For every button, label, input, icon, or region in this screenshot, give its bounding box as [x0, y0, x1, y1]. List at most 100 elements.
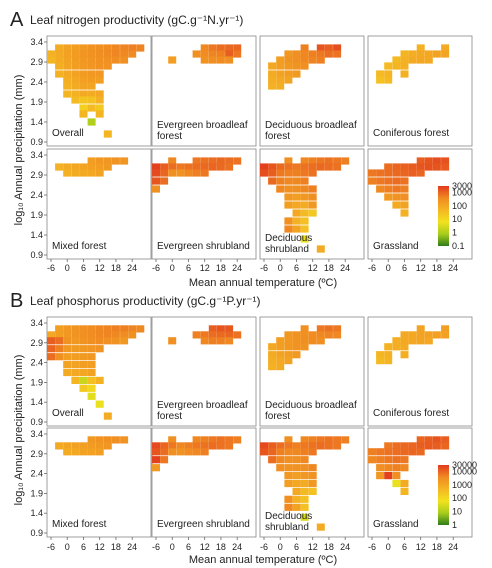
heatmap-cell	[87, 90, 96, 98]
heatmap-cell	[71, 96, 80, 104]
heatmap-cell	[308, 487, 317, 495]
heatmap-cell	[284, 479, 293, 488]
heatmap-cell	[376, 472, 385, 480]
heatmap-cell	[276, 169, 285, 177]
x-tick-label: -6	[260, 542, 268, 552]
heatmap-cell	[424, 157, 433, 165]
heatmap-cell	[292, 503, 301, 511]
heatmap-cell	[47, 331, 55, 339]
heatmap-cell	[308, 448, 317, 456]
heatmap-cell	[392, 185, 401, 193]
heatmap-cell	[400, 479, 409, 488]
heatmap-cell	[95, 62, 104, 70]
x-tick-label: -6	[152, 542, 160, 552]
heatmap-cell	[87, 448, 96, 456]
y-tick-label: 2.4	[30, 190, 43, 200]
x-tick-label: 12	[308, 542, 318, 552]
heatmap-cell	[260, 448, 268, 456]
subplot-frame	[46, 148, 152, 260]
heatmap-cell	[292, 56, 301, 64]
subplot-label: Evergreen shrubland	[157, 241, 250, 252]
heatmap-cell	[400, 337, 409, 345]
heatmap-cell	[103, 62, 112, 70]
heatmap-cell	[408, 50, 417, 58]
heatmap-cell	[87, 70, 96, 78]
x-tick-label: 6	[81, 542, 86, 552]
heatmap-cell	[168, 442, 177, 450]
heatmap-cell	[63, 353, 72, 361]
heatmap-cell	[416, 436, 425, 444]
heatmap-cell	[103, 337, 112, 345]
heatmap-cell	[400, 351, 409, 359]
colorbar-tick-label: 1	[452, 520, 457, 530]
heatmap-cell	[284, 357, 293, 365]
heatmap-cell	[208, 337, 217, 345]
subplot-label: Coniferous forest	[373, 128, 449, 139]
heatmap-cell	[95, 448, 104, 456]
heatmap-cell	[87, 392, 96, 400]
heatmap-cell	[284, 62, 293, 70]
subplot-frame	[367, 35, 473, 147]
x-tick-label: 24	[232, 542, 242, 552]
panel-b-letter: B	[10, 290, 23, 312]
heatmap-cell	[152, 448, 160, 456]
heatmap-cell	[225, 56, 234, 64]
heatmap-cell	[284, 217, 293, 225]
heatmap-cell	[384, 76, 393, 84]
subplot: Coniferous forest	[367, 35, 473, 147]
heatmap-cell	[376, 185, 385, 193]
panel-b-title: Leaf phosphorus productivity (gC.g⁻¹P.yr…	[30, 294, 261, 308]
heatmap-cell	[416, 44, 425, 52]
heatmap-cell	[95, 50, 104, 58]
heatmap-cell	[300, 337, 309, 345]
y-tick-label: 1.4	[30, 508, 43, 518]
heatmap-cell	[168, 56, 177, 64]
x-tick-label: 6	[81, 263, 86, 273]
heatmap-cell	[71, 90, 80, 98]
heatmap-cell	[316, 331, 325, 339]
heatmap-cell	[384, 456, 393, 464]
heatmap-cell	[308, 479, 317, 488]
heatmap-cell	[47, 353, 55, 361]
heatmap-cell	[300, 56, 309, 64]
heatmap-cell	[268, 343, 277, 351]
heatmap-cell	[376, 169, 385, 177]
heatmap-cell	[128, 50, 137, 58]
x-tick-label: -6	[152, 263, 160, 273]
subplot-frame	[367, 427, 473, 538]
heatmap-cell	[384, 464, 393, 472]
heatmap-cell	[316, 523, 325, 531]
heatmap-cell	[276, 448, 285, 456]
heatmap-cell	[292, 487, 301, 495]
heatmap-cell	[416, 442, 425, 450]
heatmap-cell	[300, 479, 309, 488]
heatmap-cell	[79, 163, 88, 171]
heatmap-cell	[55, 353, 64, 361]
heatmap-cell	[316, 157, 325, 165]
heatmap-cell	[63, 169, 72, 177]
heatmap-cell	[376, 448, 385, 456]
heatmap-cell	[408, 163, 417, 171]
heatmap-cell	[63, 325, 72, 333]
heatmap-cell	[128, 331, 137, 339]
heatmap-cell	[71, 44, 80, 52]
heatmap-cell	[308, 185, 317, 193]
heatmap-cell	[424, 436, 433, 444]
heatmap-cell	[216, 331, 225, 339]
heatmap-cell	[292, 185, 301, 193]
colorbar	[438, 186, 449, 246]
x-tick-label: 6	[294, 263, 299, 273]
heatmap-cell	[324, 50, 333, 58]
heatmap-cell	[408, 331, 417, 339]
heatmap-cell	[192, 157, 201, 165]
heatmap-cell	[400, 209, 409, 217]
colorbar-tick-label: 30000	[452, 460, 477, 470]
heatmap-cell	[87, 169, 96, 177]
heatmap-cell	[111, 337, 120, 345]
heatmap-cell	[276, 456, 285, 464]
heatmap-cell	[284, 495, 293, 503]
heatmap-cell	[120, 436, 129, 444]
heatmap-cell	[200, 157, 209, 165]
subplot: Evergreen broadleaf forest	[151, 35, 257, 147]
heatmap-cell	[71, 76, 80, 84]
